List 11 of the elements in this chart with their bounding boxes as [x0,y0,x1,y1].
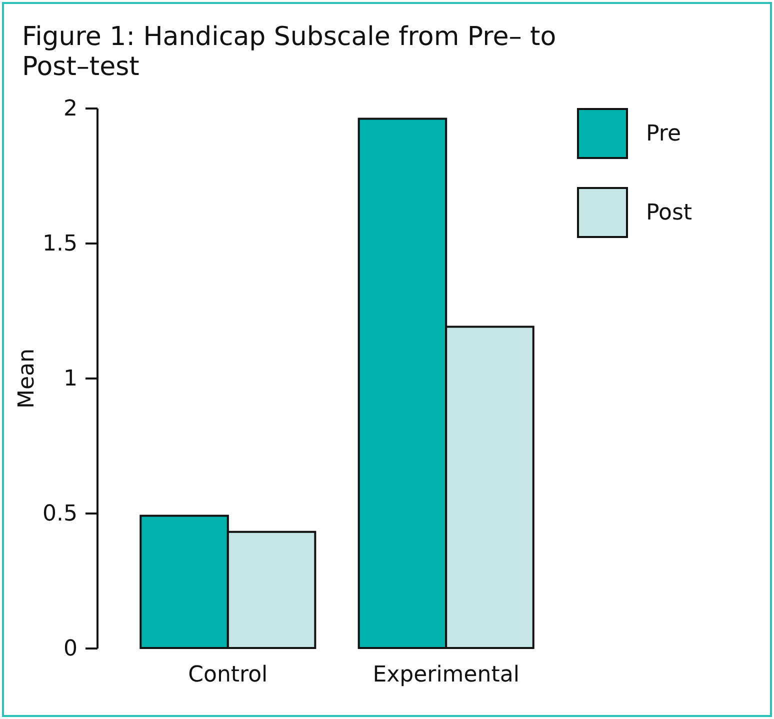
legend-label: Pre [646,122,681,146]
y-axis-title: Mean [14,348,40,408]
y-tick-label: 1.5 [42,232,78,256]
y-tick-label: 0.5 [42,502,78,526]
x-tick-label: Control [188,662,268,688]
y-tick-label: 0 [64,636,78,662]
legend-label: Post [646,200,692,226]
chart-title: Figure 1: Handicap Subscale from Pre– to Post–test [22,22,558,82]
x-tick-label: Experimental [372,662,520,688]
y-tick-label: 1 [64,366,78,392]
y-tick-label: 2 [64,96,78,122]
